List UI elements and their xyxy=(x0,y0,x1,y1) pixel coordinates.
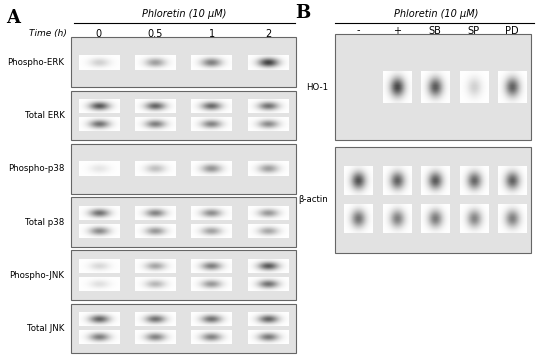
Text: 2: 2 xyxy=(265,29,271,39)
Text: Total ERK: Total ERK xyxy=(25,111,65,120)
Text: Phospho-p38: Phospho-p38 xyxy=(8,164,65,174)
Text: Phospho-JNK: Phospho-JNK xyxy=(10,271,65,280)
Bar xyxy=(71,251,296,300)
Bar xyxy=(71,37,296,87)
Bar xyxy=(71,304,296,353)
Text: Total JNK: Total JNK xyxy=(27,324,65,333)
Text: Time (h): Time (h) xyxy=(29,29,66,39)
Text: SB: SB xyxy=(429,26,441,36)
Text: 0.5: 0.5 xyxy=(148,29,163,39)
Bar xyxy=(71,91,296,140)
Text: B: B xyxy=(295,4,310,21)
Text: 0: 0 xyxy=(96,29,102,39)
Text: SP: SP xyxy=(468,26,480,36)
Text: PD: PD xyxy=(506,26,519,36)
Text: β-actin: β-actin xyxy=(299,195,328,205)
Text: A: A xyxy=(6,9,20,27)
Bar xyxy=(335,147,531,253)
Text: +: + xyxy=(393,26,401,36)
Text: 1: 1 xyxy=(209,29,215,39)
Text: Total p38: Total p38 xyxy=(25,217,65,227)
Text: -: - xyxy=(357,26,360,36)
Text: Phloretin (10 μM): Phloretin (10 μM) xyxy=(142,9,226,19)
Text: HO-1: HO-1 xyxy=(306,83,328,92)
Bar xyxy=(71,197,296,247)
Bar xyxy=(335,34,531,140)
Text: Phospho-ERK: Phospho-ERK xyxy=(8,58,65,67)
Bar xyxy=(71,144,296,193)
Text: Phloretin (10 μM): Phloretin (10 μM) xyxy=(394,9,479,19)
